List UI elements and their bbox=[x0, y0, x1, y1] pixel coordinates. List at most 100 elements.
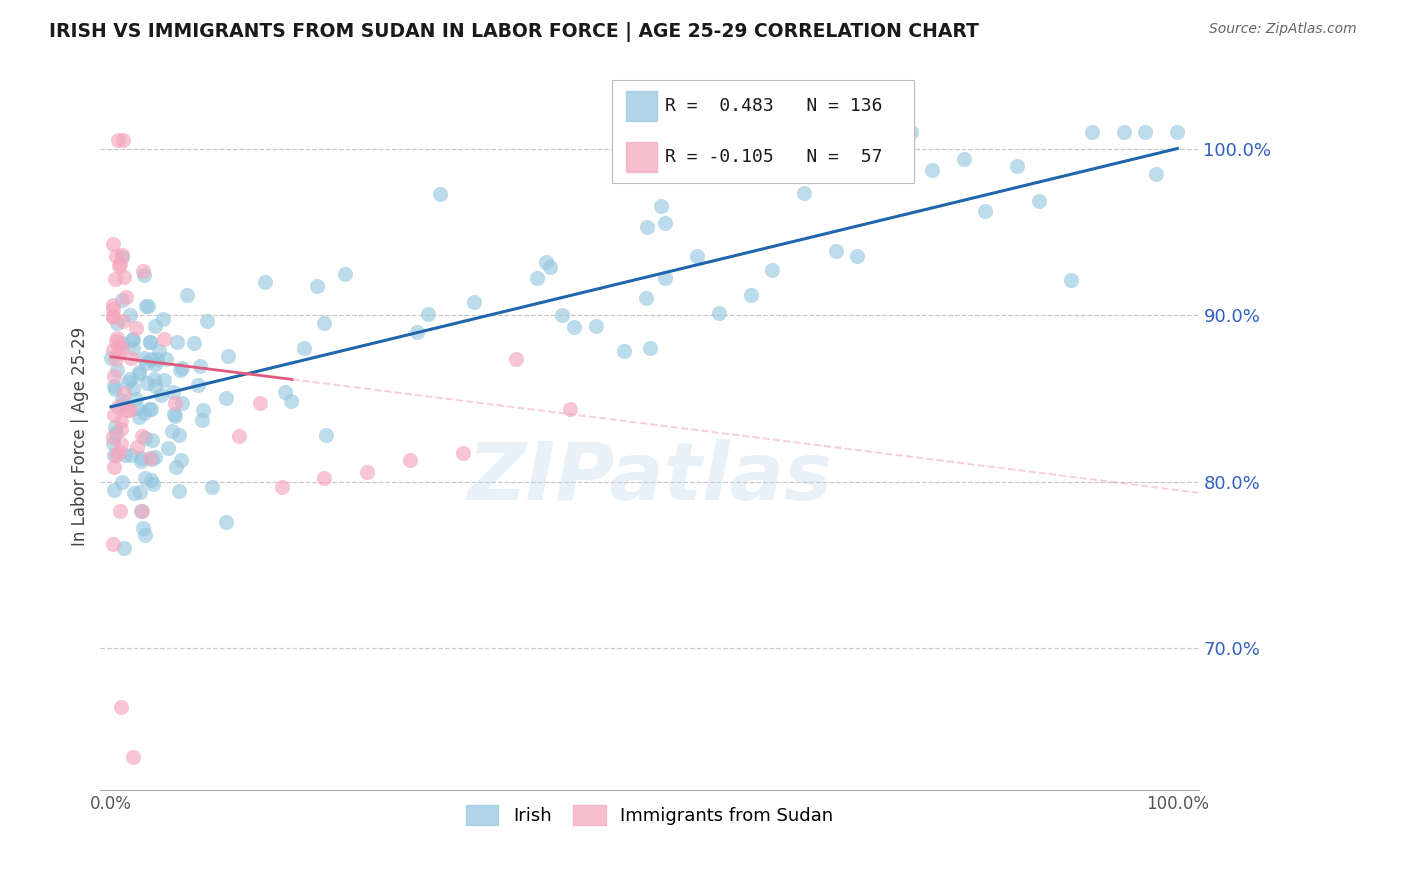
Point bbox=[121, 333, 143, 347]
Point bbox=[315, 428, 337, 442]
Point bbox=[170, 453, 193, 467]
Point bbox=[112, 385, 135, 400]
Point bbox=[129, 504, 152, 518]
Point bbox=[101, 436, 124, 450]
Point bbox=[169, 363, 191, 377]
Y-axis label: In Labor Force | Age 25-29: In Labor Force | Age 25-29 bbox=[72, 326, 89, 546]
Point bbox=[110, 422, 132, 436]
Point bbox=[131, 429, 153, 443]
Point bbox=[249, 396, 271, 410]
Point bbox=[118, 402, 141, 417]
Point bbox=[139, 351, 162, 366]
Point bbox=[270, 480, 292, 494]
Point bbox=[120, 372, 142, 386]
Point bbox=[122, 749, 145, 764]
Point bbox=[107, 338, 129, 352]
Point bbox=[105, 331, 128, 345]
Point bbox=[160, 424, 183, 438]
Point bbox=[101, 298, 124, 312]
Point bbox=[314, 471, 336, 485]
Point bbox=[176, 287, 198, 301]
Point bbox=[103, 379, 125, 393]
Point bbox=[418, 307, 440, 321]
Point bbox=[165, 460, 187, 475]
Point bbox=[107, 133, 129, 147]
Point bbox=[104, 425, 127, 440]
Point bbox=[1166, 125, 1188, 139]
Point bbox=[148, 343, 170, 358]
Point bbox=[128, 410, 150, 425]
Point bbox=[292, 341, 315, 355]
Point bbox=[103, 368, 125, 383]
Point bbox=[129, 453, 152, 467]
Point bbox=[110, 392, 132, 407]
Point bbox=[129, 451, 152, 466]
Legend: Irish, Immigrants from Sudan: Irish, Immigrants from Sudan bbox=[457, 796, 842, 834]
Point bbox=[120, 351, 142, 365]
Point bbox=[110, 699, 132, 714]
Point bbox=[129, 484, 152, 499]
Point bbox=[131, 521, 153, 535]
Point bbox=[131, 504, 153, 518]
Point bbox=[104, 272, 127, 286]
Point bbox=[921, 163, 943, 178]
Point bbox=[191, 413, 214, 427]
Point bbox=[110, 335, 132, 350]
Point bbox=[183, 336, 205, 351]
Point bbox=[141, 452, 163, 467]
Point bbox=[1028, 194, 1050, 208]
Point bbox=[562, 320, 585, 334]
Point bbox=[143, 357, 166, 371]
Point bbox=[613, 344, 636, 359]
Point bbox=[103, 409, 125, 423]
Point bbox=[105, 334, 128, 348]
Point bbox=[111, 398, 134, 412]
Point bbox=[105, 449, 128, 463]
Point bbox=[152, 312, 174, 326]
Point bbox=[312, 316, 335, 330]
Point bbox=[215, 391, 238, 405]
Text: IRISH VS IMMIGRANTS FROM SUDAN IN LABOR FORCE | AGE 25-29 CORRELATION CHART: IRISH VS IMMIGRANTS FROM SUDAN IN LABOR … bbox=[49, 22, 979, 42]
Point bbox=[139, 450, 162, 465]
Point bbox=[124, 321, 146, 335]
Point bbox=[165, 409, 187, 423]
Point bbox=[141, 474, 163, 488]
Point bbox=[274, 384, 297, 399]
Point bbox=[111, 293, 134, 308]
Point bbox=[132, 264, 155, 278]
Point bbox=[141, 434, 163, 448]
Point bbox=[162, 385, 184, 400]
Point bbox=[638, 341, 661, 355]
Point bbox=[117, 375, 139, 389]
Point bbox=[125, 392, 148, 406]
Point bbox=[142, 372, 165, 386]
Point bbox=[186, 378, 208, 392]
Point bbox=[135, 376, 157, 391]
Point bbox=[101, 236, 124, 251]
Point bbox=[134, 406, 156, 420]
Point bbox=[1007, 159, 1029, 173]
Point bbox=[143, 450, 166, 465]
Point bbox=[686, 249, 709, 263]
Point bbox=[215, 515, 238, 529]
Point bbox=[153, 332, 176, 346]
Point bbox=[134, 431, 156, 445]
Point bbox=[112, 270, 135, 285]
Point bbox=[356, 465, 378, 479]
Point bbox=[1060, 273, 1083, 287]
Point bbox=[1144, 167, 1167, 181]
Point bbox=[101, 537, 124, 551]
Point bbox=[138, 402, 160, 417]
Point bbox=[953, 152, 976, 166]
Point bbox=[253, 275, 276, 289]
Point bbox=[153, 373, 176, 387]
Point bbox=[136, 299, 159, 313]
Point bbox=[654, 270, 676, 285]
Point bbox=[101, 343, 124, 358]
Point bbox=[188, 359, 211, 373]
Point bbox=[135, 356, 157, 370]
Point bbox=[145, 351, 167, 366]
Point bbox=[141, 476, 163, 491]
Point bbox=[111, 341, 134, 355]
Point bbox=[900, 125, 922, 139]
